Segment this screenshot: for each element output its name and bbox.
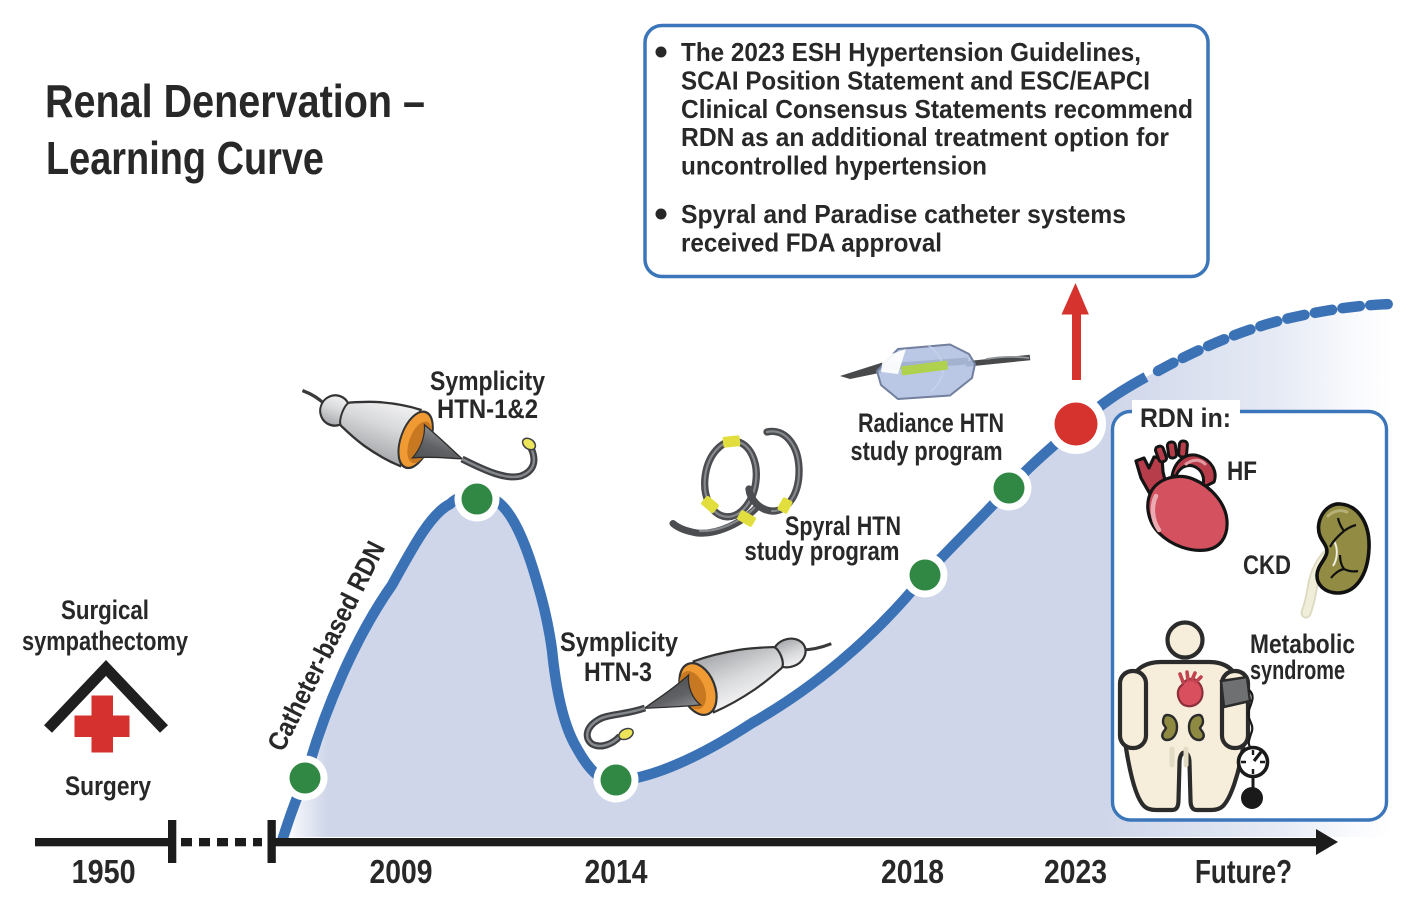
- svg-text:received FDA approval: received FDA approval: [681, 227, 942, 257]
- svg-text:HF: HF: [1227, 456, 1257, 486]
- svg-text:RDN in:: RDN in:: [1140, 403, 1231, 433]
- svg-text:sympathectomy: sympathectomy: [22, 626, 188, 656]
- svg-text:HTN-3: HTN-3: [584, 657, 652, 687]
- svg-text:study program: study program: [851, 436, 1003, 466]
- svg-text:Spyral HTN: Spyral HTN: [785, 511, 901, 541]
- svg-text:Spyral and Paradise catheter s: Spyral and Paradise catheter systems: [681, 199, 1126, 229]
- svg-text:HTN-1&2: HTN-1&2: [437, 394, 538, 424]
- svg-text:Metabolic: Metabolic: [1250, 629, 1355, 659]
- svg-text:Future?: Future?: [1195, 853, 1292, 890]
- svg-text:Symplicity: Symplicity: [560, 627, 678, 657]
- svg-text:2018: 2018: [881, 853, 944, 890]
- svg-text:Symplicity: Symplicity: [430, 366, 545, 396]
- svg-text:CKD: CKD: [1243, 550, 1291, 580]
- svg-text:uncontrolled hypertension: uncontrolled hypertension: [681, 151, 987, 181]
- svg-text:syndrome: syndrome: [1250, 655, 1345, 685]
- svg-text:SCAI Position Statement and ES: SCAI Position Statement and ESC/EAPCI: [681, 65, 1150, 95]
- svg-text:1950: 1950: [72, 853, 136, 890]
- svg-text:The 2023 ESH Hypertension Guid: The 2023 ESH Hypertension Guidelines,: [681, 37, 1141, 67]
- svg-text:Renal Denervation –: Renal Denervation –: [45, 75, 425, 127]
- svg-text:2014: 2014: [585, 853, 649, 890]
- svg-text:Surgical: Surgical: [61, 595, 149, 625]
- svg-text:Learning Curve: Learning Curve: [46, 132, 324, 184]
- svg-text:Surgery: Surgery: [65, 771, 151, 801]
- svg-text:study program: study program: [745, 536, 900, 566]
- svg-text:2023: 2023: [1044, 853, 1107, 890]
- svg-text:2009: 2009: [370, 853, 433, 890]
- svg-text:Clinical Consensus Statements: Clinical Consensus Statements recommend: [681, 94, 1193, 124]
- svg-text:RDN as an additional treatment: RDN as an additional treatment option fo…: [681, 122, 1169, 152]
- svg-text:Radiance HTN: Radiance HTN: [858, 408, 1004, 438]
